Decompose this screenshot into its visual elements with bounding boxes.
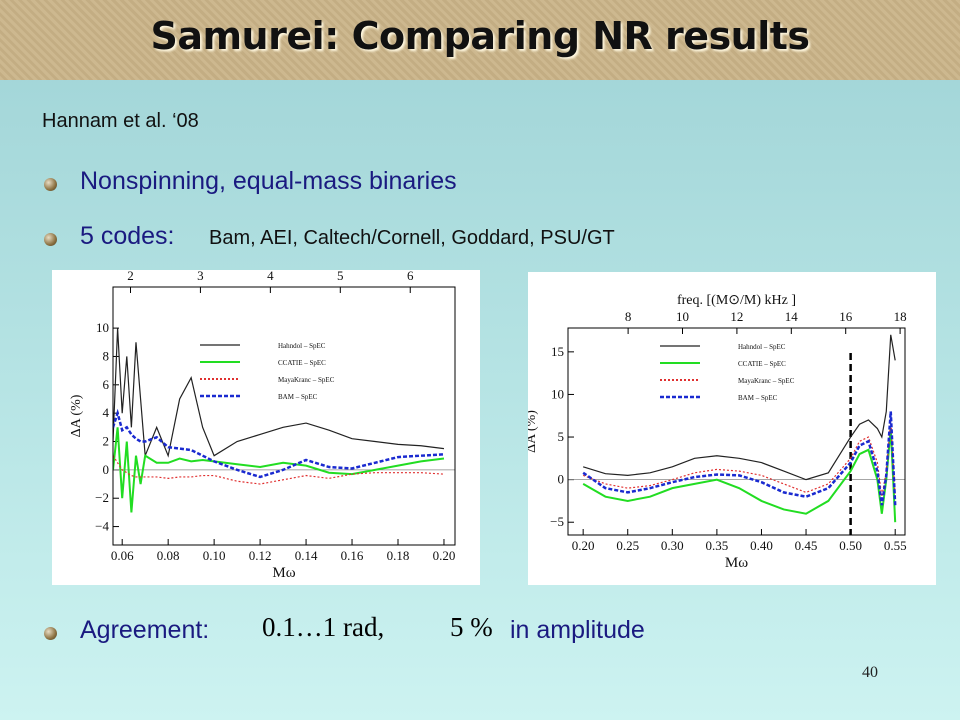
x-tick-label: 0.30 (661, 538, 684, 553)
chart: 0.06 0.08 0.10 0.12 0.14 0.16 0.18 0.20 2 3 4 5 6 −4 −… (69, 252, 456, 581)
agreement-amplitude: 5 % (450, 612, 493, 642)
x2-tick-label: 18 (894, 309, 907, 324)
y-tick-label: −2 (95, 490, 109, 505)
legend-label: CCATIE – SpEC (738, 360, 786, 368)
bullet-icon (44, 178, 57, 191)
agreement-lead: Agreement: (80, 616, 210, 644)
y-tick-label: 15 (551, 344, 564, 359)
legend-label: BAM – SpEC (278, 393, 318, 401)
x2-tick-label: 2 (127, 270, 134, 283)
x-tick-label: 0.50 (839, 538, 862, 553)
agreement-tail: in amplitude (510, 616, 645, 644)
x2-tick-label: 6 (407, 270, 414, 283)
series-line (113, 455, 445, 485)
x-axis-label: Mω (272, 565, 295, 581)
y-tick-label: 4 (103, 405, 110, 420)
legend-label: Hahndol – SpEC (278, 342, 326, 350)
series-line (113, 408, 445, 479)
legend-label: MayaKranc – SpEC (278, 376, 335, 384)
plot-frame (112, 286, 456, 546)
x2-axis-label: freq. [(M⊙/M) kHz ] (677, 293, 796, 308)
x2-tick-label: 14 (785, 309, 799, 324)
x-tick-label: 0.35 (706, 538, 729, 553)
chart: 0.20 0.25 0.30 0.35 0.40 0.45 0.50 0.55 8 10 12 14 1… (524, 293, 907, 571)
bullet-text: Nonspinning, equal-mass binaries (80, 167, 457, 195)
bullet-detail: Bam, AEI, Caltech/Cornell, Goddard, PSU/… (209, 227, 615, 249)
chart-panel: 0.06 0.08 0.10 0.12 0.14 0.16 0.18 0.20 2 3 4 5 6 −4 −… (52, 252, 480, 585)
x-tick-label: 0.14 (295, 548, 318, 563)
x2-tick-label: 3 (197, 270, 204, 283)
y-axis-label: ΔA (%) (69, 394, 84, 437)
bullet-lead: 5 codes: (80, 222, 175, 250)
y-tick-label: 2 (103, 434, 110, 449)
x2-tick-label: 10 (676, 309, 689, 324)
slide-title: Samurei: Comparing NR results (150, 14, 810, 58)
x-tick-label: 0.12 (249, 548, 272, 563)
bullet-icon (44, 627, 57, 640)
y-tick-label: 0 (103, 462, 110, 477)
series-line (113, 328, 445, 458)
legend-label: MayaKranc – SpEC (738, 377, 795, 385)
x-tick-label: 0.18 (387, 548, 410, 563)
x-tick-label: 0.08 (157, 548, 180, 563)
series-line (582, 419, 896, 497)
x-tick-label: 0.40 (750, 538, 773, 553)
x-tick-label: 0.55 (884, 538, 907, 553)
x2-tick-label: 16 (839, 309, 853, 324)
series-line (582, 334, 896, 481)
title-banner (0, 0, 960, 80)
y-tick-label: 0 (558, 472, 565, 487)
agreement-phase: 0.1…1 rad, (262, 612, 385, 642)
series-line (582, 411, 897, 506)
x-tick-label: 0.10 (203, 548, 226, 563)
y-tick-label: −5 (550, 514, 564, 529)
x-tick-label: 0.16 (341, 548, 364, 563)
citation: Hannam et al. ‘08 (42, 110, 199, 132)
bullet-icon (44, 233, 57, 246)
y-tick-label: 5 (558, 429, 565, 444)
x-tick-label: 0.20 (433, 548, 456, 563)
x2-tick-label: 4 (267, 270, 274, 283)
x2-tick-label: 8 (625, 309, 632, 324)
x-tick-label: 0.20 (572, 538, 595, 553)
x-axis-label: Mω (725, 555, 748, 571)
x-tick-label: 0.25 (616, 538, 639, 553)
page-number: 40 (862, 664, 878, 681)
y-axis-label: ΔA (%) (528, 410, 539, 453)
plot-frame (567, 327, 906, 536)
x-tick-label: 0.45 (795, 538, 818, 553)
legend-label: CCATIE – SpEC (278, 359, 326, 367)
chart-panel: 0.20 0.25 0.30 0.35 0.40 0.45 0.50 0.55 8 10 12 14 1… (524, 272, 936, 585)
y-tick-label: 10 (551, 386, 564, 401)
y-tick-label: 8 (103, 348, 110, 363)
y-tick-label: 6 (103, 377, 110, 392)
x2-tick-label: 5 (337, 270, 344, 283)
y-tick-label: −4 (95, 519, 109, 534)
series-line (582, 428, 897, 523)
series-line (113, 427, 445, 513)
legend-label: BAM – SpEC (738, 394, 778, 402)
legend-label: Hahndol – SpEC (738, 343, 786, 351)
x2-tick-label: 12 (730, 309, 743, 324)
y-tick-label: 10 (96, 320, 109, 335)
x-tick-label: 0.06 (111, 548, 134, 563)
